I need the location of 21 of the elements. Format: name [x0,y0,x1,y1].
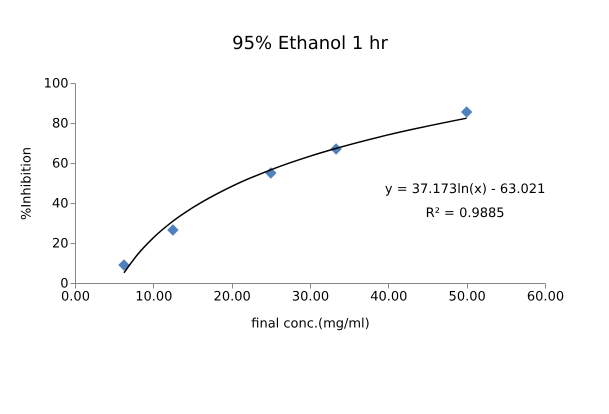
point [460,106,472,118]
y-tick-label: 60 [52,156,68,172]
x-tick-label: 30.00 [292,290,330,304]
y-tick-label: 100 [44,76,68,92]
x-tick-label: 10.00 [135,290,172,304]
point [167,224,179,236]
x-tick-label: 40.00 [370,290,408,304]
annotation: y = 37.173ln(x) - 63.021 [384,182,546,197]
x-tick-label: 20.00 [214,290,251,304]
x-axis-title: final conc.(mg/ml) [251,316,370,332]
y-axis-title: %Inhibition [20,146,35,220]
x-tick-label: 50.00 [448,290,486,304]
y-tick-label: 0 [60,276,68,292]
x-tick-label: 0.00 [61,290,90,304]
y-tick-label: 20 [52,236,68,252]
x-tick-label: 60.00 [526,290,564,304]
annotation: R² = 0.9885 [426,206,505,221]
y-tick-label: 80 [52,116,68,132]
chart-title: 95% Ethanol 1 hr [232,33,388,54]
point [118,259,130,271]
y-tick-label: 40 [52,196,68,212]
